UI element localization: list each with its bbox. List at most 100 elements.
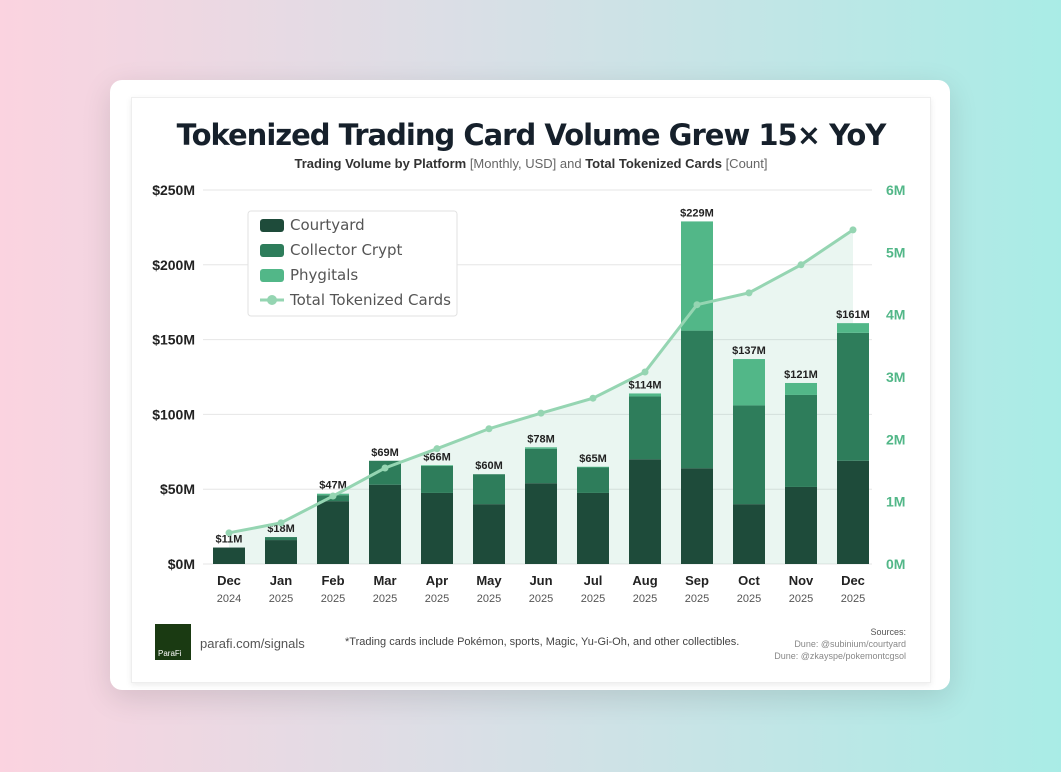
bar-collector-crypt bbox=[629, 396, 661, 460]
x-tick-year: 2025 bbox=[633, 593, 657, 605]
y-tick-label: $0M bbox=[168, 556, 195, 572]
x-tick-year: 2025 bbox=[321, 593, 345, 605]
bar-courtyard bbox=[265, 540, 297, 564]
bar-courtyard bbox=[421, 492, 453, 564]
x-tick-year: 2025 bbox=[581, 593, 605, 605]
y2-tick-label: 0M bbox=[886, 556, 905, 572]
x-tick-label: Dec bbox=[217, 573, 241, 588]
x-tick-year: 2025 bbox=[737, 593, 761, 605]
x-tick-year: 2025 bbox=[529, 593, 553, 605]
line-point bbox=[745, 289, 753, 297]
bar-phygitals bbox=[629, 393, 661, 397]
bar-collector-crypt bbox=[785, 394, 817, 487]
x-tick-year: 2025 bbox=[269, 593, 293, 605]
line-point bbox=[277, 519, 285, 527]
legend-label: Phygitals bbox=[290, 266, 358, 284]
bar-courtyard bbox=[213, 547, 245, 564]
data-label: $66M bbox=[423, 451, 451, 463]
line-point bbox=[797, 261, 805, 269]
bar-courtyard bbox=[473, 504, 505, 564]
sources: Sources: Dune: @subinium/courtyard Dune:… bbox=[774, 626, 906, 662]
line-point bbox=[433, 445, 441, 453]
legend-box bbox=[247, 210, 458, 317]
x-tick-label: Mar bbox=[373, 573, 396, 588]
legend-swatch bbox=[260, 244, 284, 257]
y-tick-label: $150M bbox=[152, 332, 195, 348]
x-tick-label: Jan bbox=[270, 573, 292, 588]
bar-phygitals bbox=[681, 221, 713, 331]
legend-marker bbox=[267, 295, 277, 305]
legend-label: Courtyard bbox=[290, 216, 365, 234]
chart-title: Tokenized Trading Card Volume Grew 15× Y… bbox=[176, 118, 887, 152]
y2-tick-label: 1M bbox=[886, 494, 905, 510]
y2-tick-label: 3M bbox=[886, 369, 905, 385]
x-tick-label: Aug bbox=[632, 573, 657, 588]
x-tick-year: 2025 bbox=[373, 593, 397, 605]
data-label: $78M bbox=[527, 433, 555, 445]
line-point bbox=[589, 394, 597, 402]
sources-label: Sources: bbox=[870, 627, 906, 637]
y-tick-label: $50M bbox=[160, 481, 195, 497]
bar-collector-crypt bbox=[525, 448, 557, 484]
x-tick-year: 2025 bbox=[425, 593, 449, 605]
bar-collector-crypt bbox=[577, 467, 609, 493]
bar-phygitals bbox=[421, 465, 453, 467]
bar-phygitals bbox=[525, 447, 557, 449]
bar-collector-crypt bbox=[681, 330, 713, 469]
line-point bbox=[537, 409, 545, 417]
bar-courtyard bbox=[681, 468, 713, 564]
bar-courtyard bbox=[785, 486, 817, 564]
parafi-logo: ParaFi bbox=[155, 624, 191, 660]
bar-collector-crypt bbox=[369, 460, 401, 485]
bar-courtyard bbox=[369, 484, 401, 564]
data-label: $18M bbox=[267, 523, 295, 535]
bar-phygitals bbox=[577, 466, 609, 468]
data-label: $137M bbox=[732, 345, 766, 357]
x-tick-label: Jun bbox=[529, 573, 552, 588]
x-tick-label: Nov bbox=[789, 573, 814, 588]
bar-phygitals bbox=[733, 359, 765, 406]
data-label: $11M bbox=[216, 534, 243, 546]
data-label: $161M bbox=[836, 309, 870, 321]
line-point bbox=[641, 368, 649, 376]
source-2: Dune: @zkayspe/pokemontcgsol bbox=[774, 651, 906, 661]
data-label: $60M bbox=[475, 460, 503, 472]
bar-phygitals bbox=[837, 323, 869, 333]
subtitle-b: [Monthly, USD] and bbox=[466, 156, 586, 171]
line-point bbox=[225, 529, 233, 537]
data-label: $121M bbox=[784, 369, 818, 381]
chart-subtitle: Trading Volume by Platform [Monthly, USD… bbox=[132, 156, 930, 171]
legend-label: Collector Crypt bbox=[290, 241, 402, 259]
bar-courtyard bbox=[629, 459, 661, 564]
chart-panel: Tokenized Trading Card Volume Grew 15× Y… bbox=[131, 97, 931, 683]
subtitle-c: Total Tokenized Cards bbox=[585, 156, 722, 171]
data-label: $69M bbox=[371, 447, 399, 459]
y-tick-label: $250M bbox=[152, 182, 195, 198]
bar-courtyard bbox=[837, 460, 869, 564]
x-tick-year: 2025 bbox=[685, 593, 709, 605]
bar-courtyard bbox=[525, 483, 557, 564]
line-point bbox=[329, 492, 337, 500]
legend-label: Total Tokenized Cards bbox=[289, 291, 451, 309]
bar-courtyard bbox=[317, 501, 349, 564]
subtitle-d: [Count] bbox=[721, 156, 768, 171]
x-tick-label: Sep bbox=[685, 573, 709, 588]
y-tick-label: $100M bbox=[152, 406, 195, 422]
x-tick-label: Dec bbox=[841, 573, 865, 588]
data-label: $65M bbox=[579, 453, 607, 465]
line-point bbox=[381, 464, 389, 472]
bar-collector-crypt bbox=[837, 332, 869, 461]
y2-tick-label: 6M bbox=[886, 182, 905, 198]
line-point bbox=[485, 425, 493, 433]
y-tick-label: $200M bbox=[152, 257, 195, 273]
footer-link[interactable]: parafi.com/signals bbox=[200, 636, 305, 651]
bar-courtyard bbox=[577, 492, 609, 564]
bar-collector-crypt bbox=[473, 474, 505, 505]
line-point bbox=[849, 226, 857, 234]
bar-collector-crypt bbox=[265, 537, 297, 541]
y2-tick-label: 5M bbox=[886, 244, 905, 260]
logo-text: ParaFi bbox=[158, 649, 182, 658]
y2-tick-label: 4M bbox=[886, 307, 905, 323]
data-label: $47M bbox=[319, 480, 347, 492]
